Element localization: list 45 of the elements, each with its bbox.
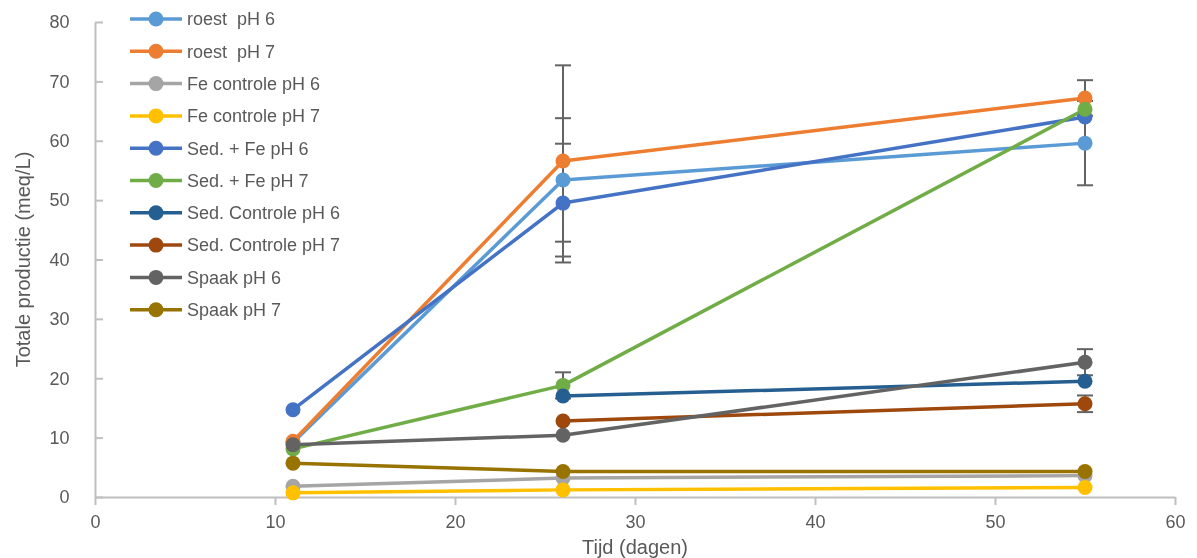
- y-tick-label: 50: [49, 190, 70, 211]
- point: [285, 455, 301, 471]
- y-tick-label: 0: [59, 487, 70, 508]
- point: [1077, 101, 1093, 117]
- point: [285, 402, 301, 418]
- y-tick-label: 70: [49, 71, 70, 92]
- x-tick-label: 10: [265, 511, 286, 532]
- point: [555, 388, 571, 404]
- point: [1077, 135, 1093, 151]
- point: [555, 482, 571, 498]
- y-tick-label: 10: [49, 427, 70, 448]
- legend-label: Sed. + Fe pH 7: [187, 170, 309, 191]
- point: [555, 413, 571, 429]
- legend-label: Spaak pH 6: [187, 267, 282, 288]
- x-tick-label: 30: [625, 511, 646, 532]
- legend-label: Spaak pH 7: [187, 300, 282, 320]
- y-axis-title: Totale productie (meq/L): [12, 151, 34, 368]
- point: [285, 485, 301, 501]
- x-tick-label: 60: [1165, 511, 1186, 532]
- x-tick-label: 20: [445, 511, 466, 532]
- point: [1077, 354, 1093, 370]
- point: [555, 153, 571, 169]
- point: [1077, 480, 1093, 495]
- y-tick-label: 20: [49, 368, 70, 389]
- x-tick-label: 50: [985, 511, 1006, 532]
- point: [555, 427, 571, 443]
- legend-label: Sed. Controle pH 6: [187, 203, 341, 224]
- legend-label: Fe controle pH 6: [187, 73, 321, 94]
- y-tick-label: 40: [49, 249, 70, 270]
- y-tick-label: 60: [49, 131, 70, 152]
- x-tick-label: 0: [90, 511, 101, 532]
- point: [555, 195, 571, 211]
- x-tick-label: 40: [805, 511, 826, 532]
- legend-label: Sed. + Fe pH 6: [187, 138, 309, 159]
- y-tick-label: 80: [49, 12, 70, 33]
- point: [555, 172, 571, 188]
- legend-label: Fe controle pH 7: [187, 106, 321, 127]
- legend-label: Sed. Controle pH 7: [187, 235, 341, 256]
- legend-label: roest pH 7: [187, 41, 276, 62]
- y-tick-label: 30: [49, 309, 70, 330]
- point: [555, 463, 571, 479]
- x-axis-title: Tijd (dagen): [582, 536, 688, 558]
- legend-label: roest pH 6: [187, 9, 276, 30]
- point: [1077, 463, 1093, 479]
- point: [1077, 373, 1093, 389]
